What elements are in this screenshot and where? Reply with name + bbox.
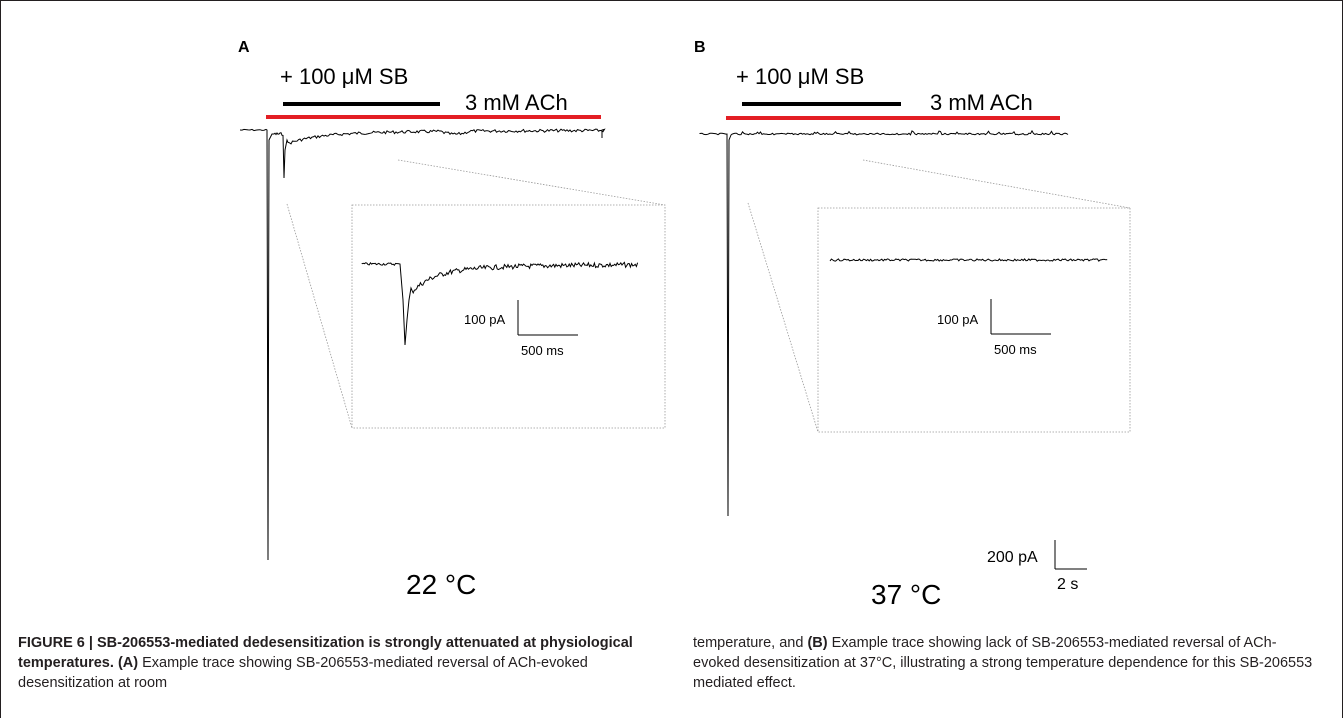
panel-b-inset-scale-y-label: 100 pA (937, 312, 979, 327)
panel-b-zoom-line-left (747, 202, 819, 433)
panel-b-current-trace (699, 129, 1069, 517)
caption-panel-a-ref: (A) (117, 655, 139, 671)
caption-panel-b-ref: (B) (807, 635, 828, 651)
caption-left-column: FIGURE 6 | SB-206553-mediated dedesensit… (18, 633, 648, 693)
caption-left-text: Example trace showing SB-206553-mediated… (18, 655, 588, 691)
main-scale-y-label: 200 pA (987, 549, 1038, 566)
panel-a-inset-scale-y-label: 100 pA (464, 312, 506, 327)
panel-a-agonist-label: 3 mM ACh (465, 90, 568, 115)
panel-b-drug-label: + 100 μM SB (736, 64, 864, 89)
panel-a-temperature: 22 °C (406, 569, 476, 600)
panel-b-temperature: 37 °C (871, 579, 941, 610)
panel-a: A + 100 μM SB 3 mM ACh 100 pA 500 ms 22 … (238, 39, 666, 600)
panel-a-zoom-line-left (286, 203, 353, 429)
panel-b-inset-box (817, 207, 1131, 433)
panel-b: B + 100 μM SB 3 mM ACh 100 pA 500 ms 37 … (694, 39, 1131, 610)
panel-b-inset-trace (829, 258, 1108, 262)
caption-figure-label: FIGURE 6 | SB-206553-mediated dedesensit… (18, 635, 633, 671)
panel-b-agonist-label: 3 mM ACh (930, 90, 1033, 115)
panel-a-inset-trace (361, 261, 639, 346)
caption-right-text-1: temperature, and (693, 635, 808, 651)
caption-right-text-2: Example trace showing lack of SB-206553-… (693, 635, 1313, 691)
panel-a-zoom-line-right (397, 159, 666, 206)
panel-a-inset-scale-x-label: 500 ms (521, 343, 564, 358)
panel-a-letter: A (238, 39, 250, 56)
panel-a-inset-box (351, 204, 666, 429)
panel-b-inset-scale-x-label: 500 ms (994, 342, 1037, 357)
main-scale-x-label: 2 s (1057, 576, 1078, 593)
figure-graphic: A + 100 μM SB 3 mM ACh 100 pA 500 ms 22 … (238, 39, 1131, 610)
panel-b-letter: B (694, 39, 706, 56)
panel-a-drug-label: + 100 μM SB (280, 64, 408, 89)
caption-right-column: temperature, and (B) Example trace showi… (693, 633, 1323, 693)
panel-a-current-trace (239, 128, 606, 561)
panel-b-zoom-line-right (862, 159, 1131, 209)
